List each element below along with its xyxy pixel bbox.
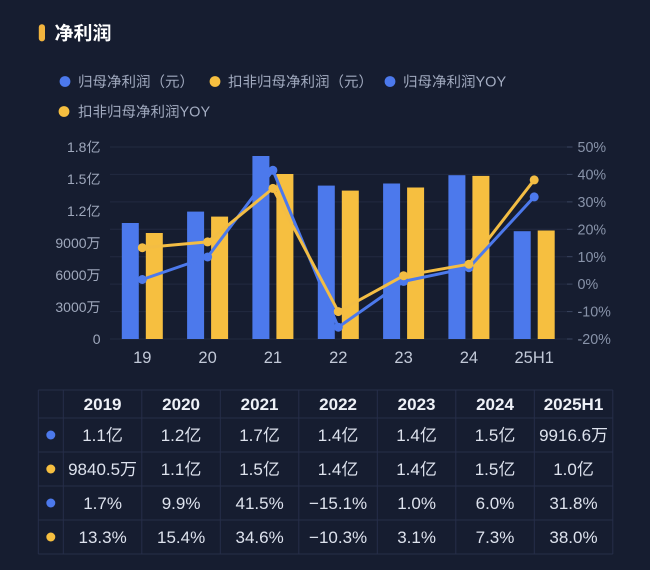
- svg-text:YOY: YOY: [180, 105, 211, 121]
- svg-text:1.7: 1.7: [239, 426, 263, 445]
- svg-text:1.1: 1.1: [161, 460, 185, 479]
- svg-text:9.9%: 9.9%: [162, 494, 201, 513]
- svg-text:YOY: YOY: [476, 75, 507, 91]
- svg-text:-20%: -20%: [578, 332, 612, 348]
- svg-text:1.5: 1.5: [67, 171, 87, 187]
- svg-text:1.1: 1.1: [82, 426, 106, 445]
- svg-text:20%: 20%: [578, 222, 607, 238]
- svg-text:−10.3%: −10.3%: [309, 528, 367, 547]
- svg-text:6000: 6000: [55, 267, 86, 283]
- svg-text:9000: 9000: [55, 235, 86, 251]
- svg-text:9916.6: 9916.6: [539, 426, 591, 445]
- svg-text:2019: 2019: [84, 395, 122, 414]
- svg-text:10%: 10%: [578, 250, 607, 266]
- svg-text:1.5: 1.5: [475, 426, 499, 445]
- svg-text:1.5: 1.5: [239, 460, 263, 479]
- svg-text:2023: 2023: [398, 395, 436, 414]
- svg-text:1.4: 1.4: [318, 460, 342, 479]
- svg-text:23: 23: [394, 349, 412, 367]
- svg-text:1.0: 1.0: [553, 460, 577, 479]
- svg-text:24: 24: [460, 349, 478, 367]
- svg-text:30%: 30%: [578, 195, 607, 211]
- svg-text:1.4: 1.4: [396, 426, 420, 445]
- svg-text:1.5: 1.5: [475, 460, 499, 479]
- svg-text:40%: 40%: [578, 168, 607, 184]
- svg-text:34.6%: 34.6%: [235, 528, 283, 547]
- svg-text:15.4%: 15.4%: [157, 528, 205, 547]
- svg-text:0: 0: [93, 331, 101, 347]
- svg-text:2021: 2021: [241, 395, 279, 414]
- svg-text:2024: 2024: [476, 395, 514, 414]
- svg-text:19: 19: [133, 349, 151, 367]
- svg-text:-10%: -10%: [578, 305, 612, 321]
- svg-text:1.2: 1.2: [161, 426, 185, 445]
- svg-text:41.5%: 41.5%: [235, 494, 283, 513]
- svg-text:38.0%: 38.0%: [549, 528, 597, 547]
- svg-text:25H1: 25H1: [514, 349, 553, 367]
- svg-text:22: 22: [329, 349, 347, 367]
- svg-text:3.1%: 3.1%: [397, 528, 436, 547]
- svg-text:20: 20: [198, 349, 216, 367]
- svg-text:7.3%: 7.3%: [476, 528, 515, 547]
- svg-text:31.8%: 31.8%: [549, 494, 597, 513]
- svg-text:1.2: 1.2: [67, 203, 87, 219]
- svg-text:0%: 0%: [578, 277, 599, 293]
- svg-text:21: 21: [264, 349, 282, 367]
- svg-text:2025H1: 2025H1: [544, 395, 604, 414]
- svg-text:1.4: 1.4: [318, 426, 342, 445]
- svg-text:6.0%: 6.0%: [476, 494, 515, 513]
- svg-text:50%: 50%: [578, 140, 607, 156]
- svg-text:2022: 2022: [319, 395, 357, 414]
- svg-text:1.4: 1.4: [396, 460, 420, 479]
- svg-text:13.3%: 13.3%: [78, 528, 126, 547]
- svg-text:3000: 3000: [55, 299, 86, 315]
- svg-text:1.7%: 1.7%: [83, 494, 122, 513]
- svg-text:9840.5: 9840.5: [68, 460, 120, 479]
- svg-text:−15.1%: −15.1%: [309, 494, 367, 513]
- svg-text:2020: 2020: [162, 395, 200, 414]
- svg-text:1.8: 1.8: [67, 139, 87, 155]
- svg-text:1.0%: 1.0%: [397, 494, 436, 513]
